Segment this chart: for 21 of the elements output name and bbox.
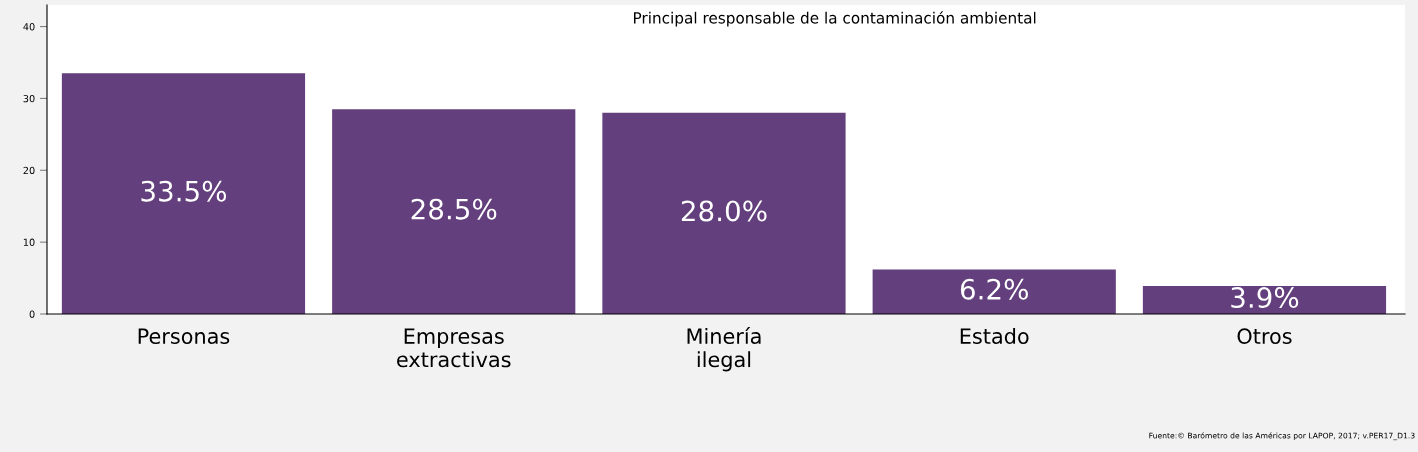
x-tick-label: Empresas extractivas [397, 328, 511, 368]
data-label: 3.9% [1231, 287, 1299, 309]
y-tick-label: 10 [23, 238, 35, 246]
data-label: 28.0% [681, 200, 767, 222]
bar [61, 73, 306, 314]
y-tick-label: 40 [23, 23, 35, 31]
data-label: 6.2% [960, 278, 1028, 300]
data-label: 33.5% [141, 180, 227, 202]
x-tick-label: Otros [1237, 328, 1292, 345]
bar [1142, 285, 1387, 314]
bar [872, 269, 1116, 314]
bar [602, 112, 846, 314]
bar [332, 109, 576, 314]
data-label: 28.5% [411, 198, 497, 220]
x-tick-label: Estado [960, 327, 1029, 345]
x-tick-label: Minería ilegal [687, 327, 761, 372]
y-tick-label: 30 [23, 94, 35, 103]
chart-title: Principal responsable de la contaminación ambiental [634, 11, 1036, 27]
y-tick-label: 0 [29, 310, 35, 318]
x-tick-label: Personas [138, 328, 230, 345]
y-tick-label: 20 [23, 166, 35, 175]
